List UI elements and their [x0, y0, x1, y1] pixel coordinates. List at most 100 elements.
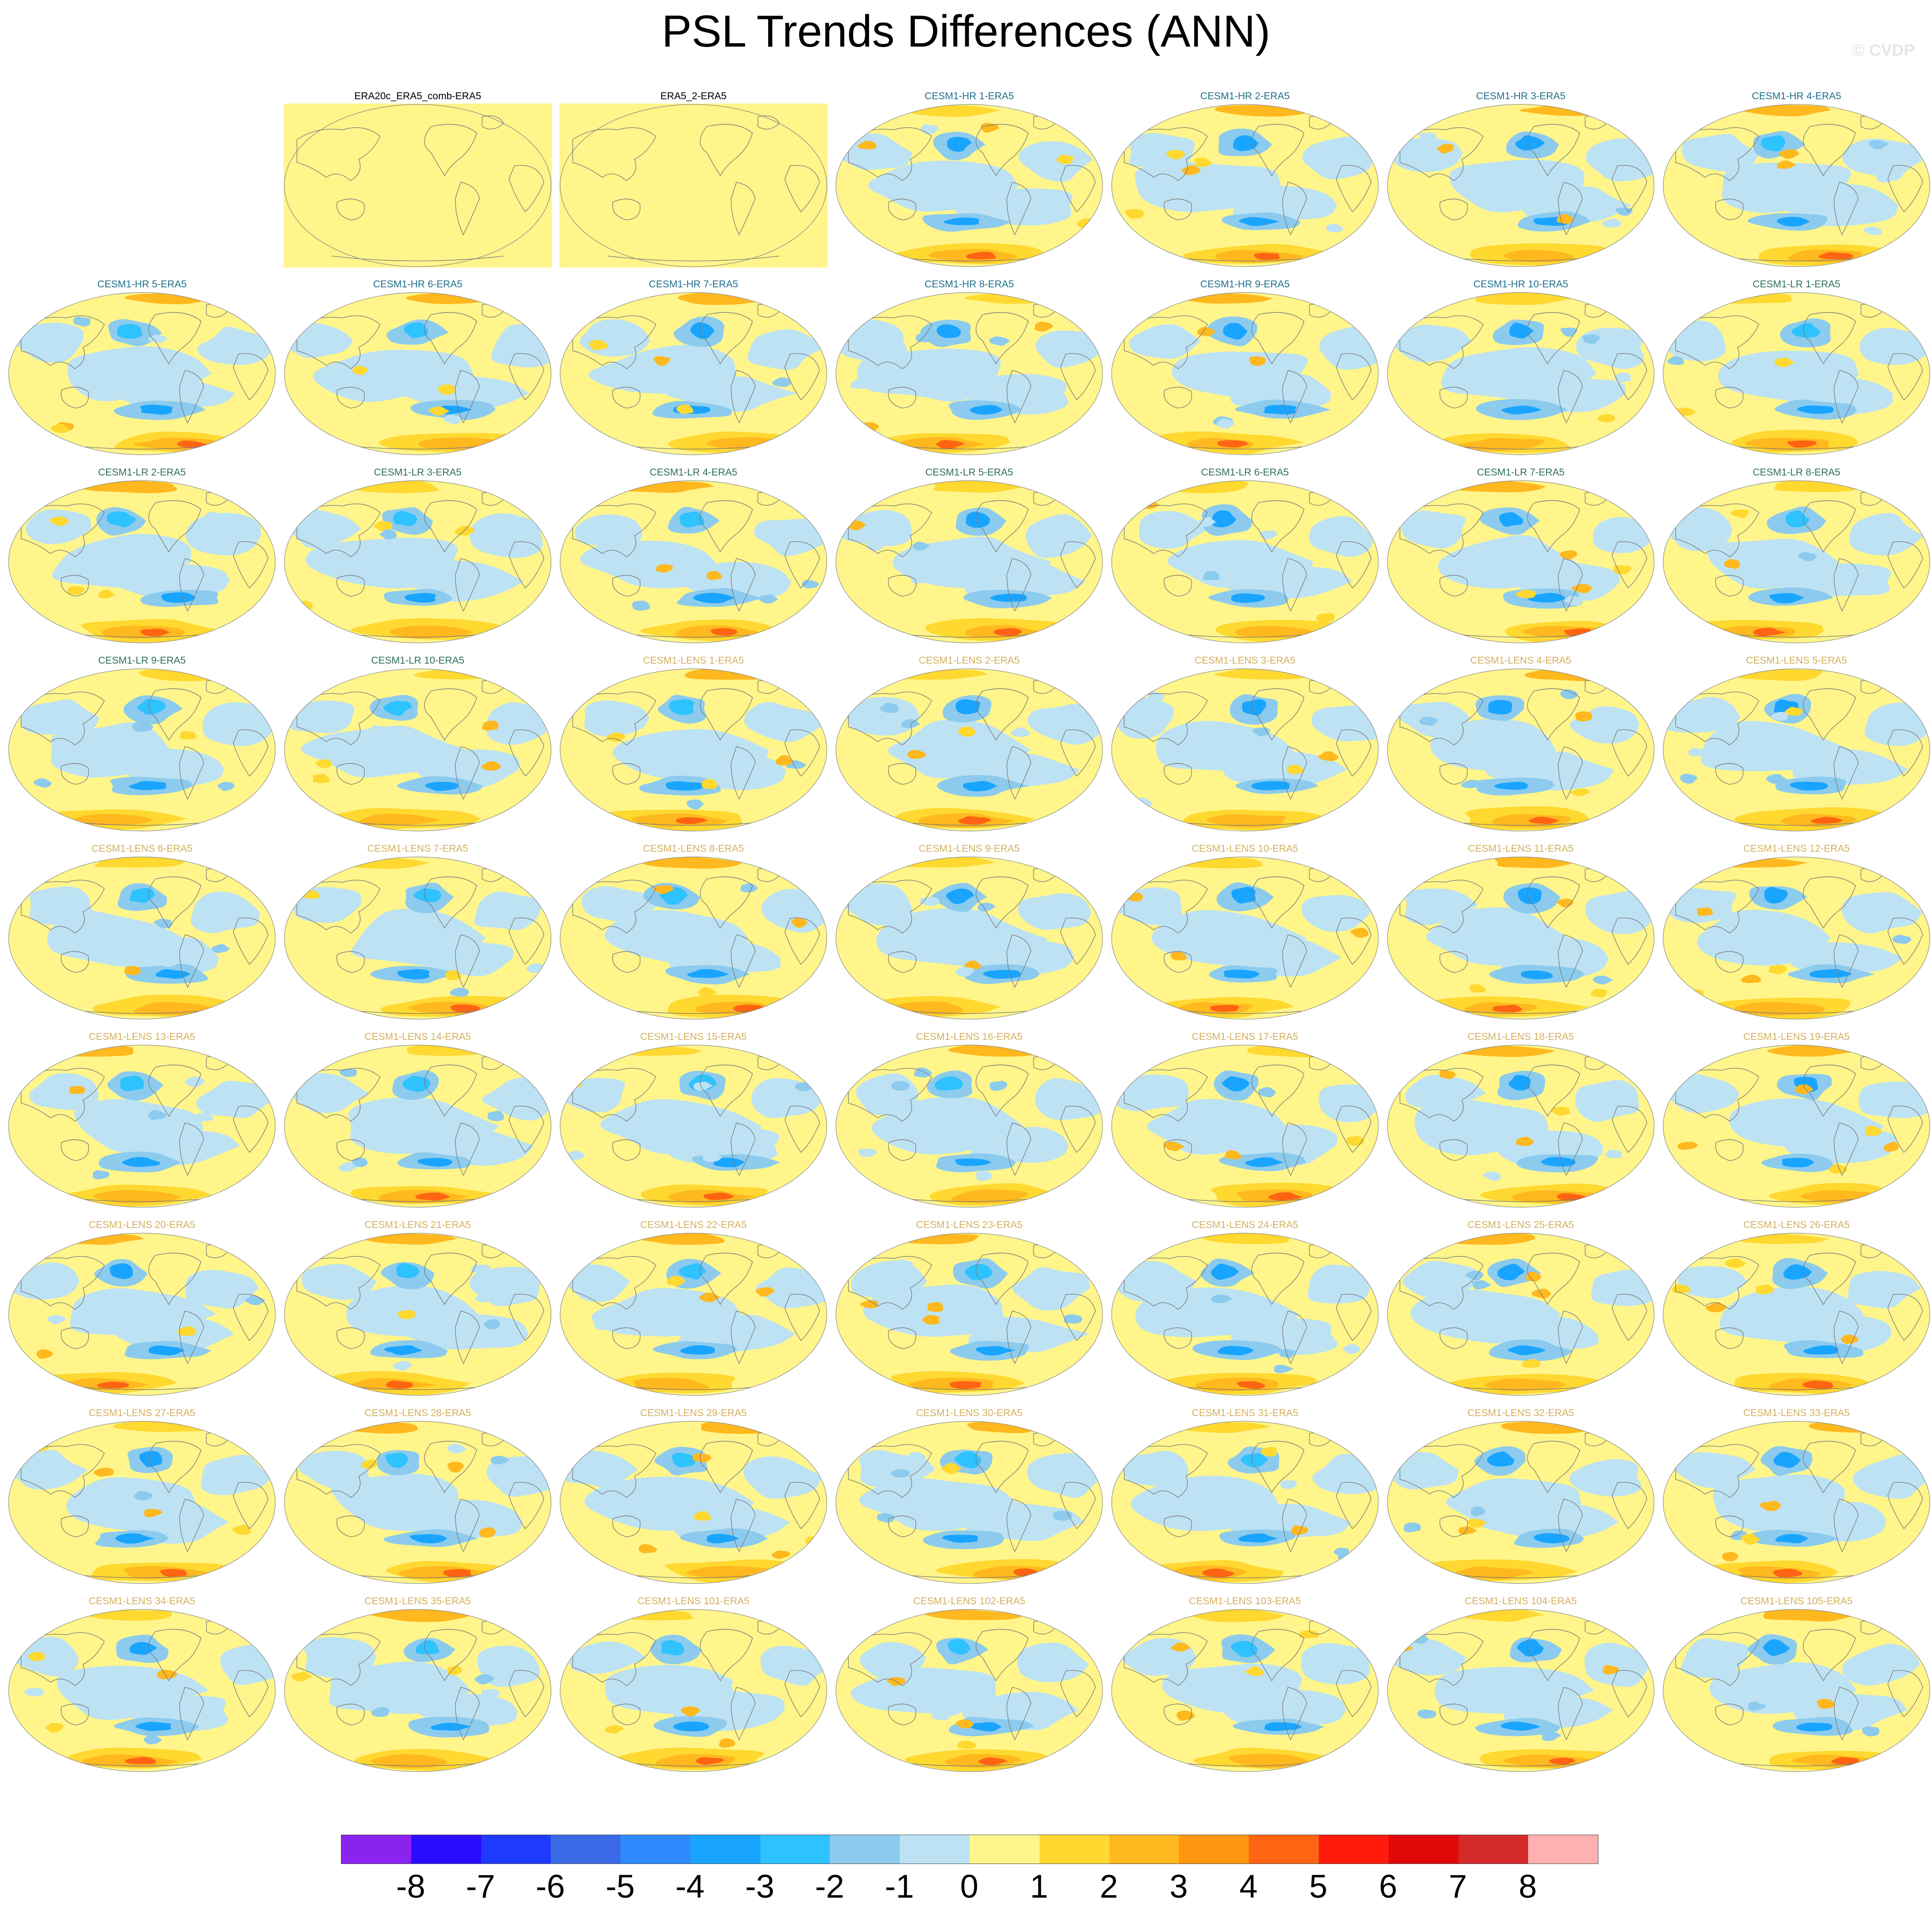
map-panel: CESM1-LENS 33-ERA5 [1659, 1407, 1932, 1588]
map-panel: CESM1-LENS 7-ERA5 [280, 842, 555, 1023]
global-map [1387, 104, 1655, 267]
colorbar-box [621, 1835, 690, 1864]
global-map [835, 1045, 1103, 1208]
colorbar [341, 1835, 1598, 1864]
global-map [835, 856, 1103, 1020]
global-map [1111, 856, 1379, 1020]
panel-title: CESM1-HR 10-ERA5 [1473, 278, 1568, 290]
map-panel: CESM1-LENS 34-ERA5 [4, 1595, 280, 1776]
map-panel: CESM1-LR 9-ERA5 [4, 654, 280, 835]
panel-title: CESM1-LENS 4-ERA5 [1470, 655, 1571, 666]
global-map [284, 292, 552, 455]
map-panel: CESM1-LENS 21-ERA5 [280, 1218, 555, 1400]
map-panel: CESM1-LENS 30-ERA5 [832, 1407, 1107, 1588]
panel-title: CESM1-LR 5-ERA5 [925, 466, 1013, 478]
panel-title: CESM1-LENS 13-ERA5 [88, 1031, 195, 1042]
global-map [560, 1421, 827, 1584]
global-map [8, 668, 276, 831]
colorbar-box [900, 1835, 970, 1864]
colorbar-tick-label: -1 [885, 1868, 914, 1905]
panel-title: CESM1-LENS 12-ERA5 [1743, 843, 1850, 854]
map-panel: CESM1-LENS 18-ERA5 [1383, 1030, 1658, 1212]
colorbar-box [690, 1835, 760, 1864]
map-panel: CESM1-LENS 35-ERA5 [280, 1595, 555, 1776]
global-map [8, 292, 276, 455]
map-panel: CESM1-LENS 12-ERA5 [1659, 842, 1932, 1023]
map-panel: CESM1-LENS 3-ERA5 [1107, 654, 1383, 835]
panel-title: CESM1-LENS 5-ERA5 [1746, 655, 1847, 666]
global-map [284, 1421, 552, 1584]
colorbar-box [1388, 1835, 1459, 1864]
global-map [284, 104, 552, 268]
map-panel: CESM1-LR 4-ERA5 [556, 466, 831, 647]
global-map [560, 856, 827, 1020]
map-panel: CESM1-LENS 29-ERA5 [556, 1407, 831, 1588]
map-panel: CESM1-LENS 5-ERA5 [1659, 654, 1932, 835]
panel-title: CESM1-HR 2-ERA5 [1200, 90, 1290, 101]
colorbar-box [1528, 1835, 1598, 1864]
global-map [284, 480, 552, 643]
panel-title: CESM1-LENS 18-ERA5 [1467, 1031, 1574, 1042]
colorbar-labels: -8 -7 -6 -5 -4 -3 -2 -1 0 1 2 3 4 5 6 7 8 [341, 1867, 1598, 1906]
map-panel: CESM1-LENS 19-ERA5 [1659, 1030, 1932, 1212]
global-map [1663, 292, 1930, 455]
global-map [1663, 1045, 1930, 1208]
panel-title: ERA20c_ERA5_comb-ERA5 [354, 90, 482, 101]
map-panel: ERA20c_ERA5_comb-ERA5 [280, 90, 555, 271]
map-panel: CESM1-LENS 16-ERA5 [832, 1030, 1107, 1212]
map-panel: CESM1-LENS 6-ERA5 [4, 842, 280, 1023]
colorbar-tick-label: -6 [536, 1868, 565, 1905]
map-panel: CESM1-LENS 10-ERA5 [1107, 842, 1383, 1023]
map-panel: CESM1-LENS 24-ERA5 [1107, 1218, 1383, 1400]
panel-title: CESM1-LENS 27-ERA5 [88, 1407, 195, 1418]
map-panel: CESM1-LENS 4-ERA5 [1383, 654, 1658, 835]
map-panel: CESM1-LENS 105-ERA5 [1659, 1595, 1932, 1776]
panel-title: CESM1-LENS 11-ERA5 [1468, 843, 1574, 854]
panel-title: CESM1-LENS 7-ERA5 [367, 843, 468, 854]
panel-title: CESM1-LENS 31-ERA5 [1191, 1407, 1299, 1418]
global-map [1111, 1609, 1379, 1772]
global-map [1111, 1233, 1379, 1396]
panel-title: CESM1-LENS 2-ERA5 [919, 655, 1020, 666]
global-map [835, 104, 1103, 267]
map-panel: CESM1-LENS 17-ERA5 [1107, 1030, 1383, 1212]
map-panel: CESM1-LR 8-ERA5 [1659, 466, 1932, 647]
panel-title: ERA5_2-ERA5 [660, 90, 727, 101]
panel-title: CESM1-LENS 103-ERA5 [1189, 1595, 1301, 1606]
map-panel: CESM1-HR 4-ERA5 [1659, 90, 1932, 271]
global-map [1663, 1233, 1930, 1396]
global-map [1663, 480, 1930, 643]
global-map [1663, 1421, 1930, 1584]
map-panel: CESM1-LENS 8-ERA5 [556, 842, 831, 1023]
map-panel: CESM1-LENS 14-ERA5 [280, 1030, 555, 1212]
panel-title: CESM1-HR 4-ERA5 [1752, 90, 1841, 101]
global-map [8, 856, 276, 1020]
colorbar-box [1458, 1835, 1529, 1864]
colorbar-tick-label: 7 [1449, 1868, 1467, 1905]
colorbar-tick-label: 1 [1030, 1868, 1048, 1905]
panel-title: CESM1-LENS 104-ERA5 [1465, 1595, 1577, 1606]
map-panel: CESM1-LENS 103-ERA5 [1107, 1595, 1383, 1776]
panel-title: CESM1-LENS 1-ERA5 [643, 655, 744, 666]
global-map [1663, 668, 1930, 831]
map-panel: CESM1-HR 7-ERA5 [556, 278, 831, 459]
global-map [1111, 104, 1379, 267]
colorbar-box [551, 1835, 621, 1864]
colorbar-box [830, 1835, 900, 1864]
global-map [835, 1233, 1103, 1396]
panel-title: CESM1-LENS 14-ERA5 [364, 1031, 471, 1042]
panel-title: CESM1-LENS 33-ERA5 [1743, 1407, 1850, 1418]
global-map [835, 480, 1103, 643]
map-panel: CESM1-LENS 1-ERA5 [556, 654, 831, 835]
global-map [284, 1045, 552, 1208]
global-map [835, 668, 1103, 831]
panel-title: CESM1-LENS 20-ERA5 [88, 1219, 195, 1230]
colorbar-tick-label: -5 [605, 1868, 635, 1905]
panel-title: CESM1-HR 7-ERA5 [649, 278, 738, 290]
global-map [1387, 292, 1655, 455]
map-panel: CESM1-LENS 20-ERA5 [4, 1218, 280, 1400]
panel-title: CESM1-LR 1-ERA5 [1752, 278, 1841, 290]
colorbar-tick-label: -2 [815, 1868, 845, 1905]
map-panel: CESM1-LENS 22-ERA5 [556, 1218, 831, 1400]
panel-title: CESM1-LENS 29-ERA5 [640, 1407, 747, 1418]
